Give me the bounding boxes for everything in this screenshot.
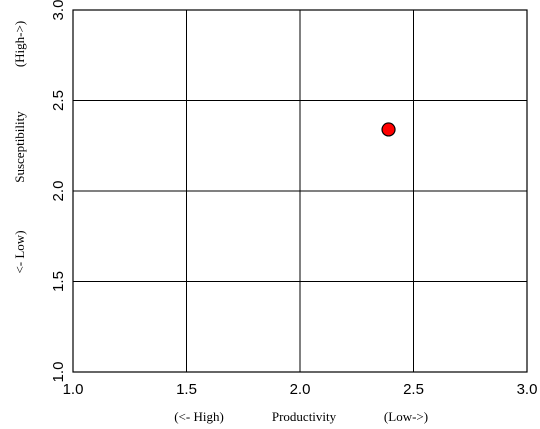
x-axis-label-high: (<- High) bbox=[174, 409, 224, 424]
x-tick-label: 2.0 bbox=[290, 381, 311, 398]
y-tick-labels: 1.0 1.5 2.0 2.5 3.0 bbox=[50, 0, 67, 382]
data-point bbox=[381, 122, 396, 137]
x-axis-label-low: (Low->) bbox=[384, 409, 428, 424]
x-tick-label: 2.5 bbox=[403, 381, 424, 398]
y-axis-label-low: <- Low) bbox=[12, 230, 27, 273]
grid-lines bbox=[72, 9, 528, 373]
y-axis-label-high: (High->) bbox=[12, 21, 27, 67]
x-tick-label: 1.0 bbox=[63, 381, 84, 398]
x-tick-label: 3.0 bbox=[517, 381, 538, 398]
y-tick-label: 1.0 bbox=[50, 362, 67, 383]
y-tick-label: 2.0 bbox=[50, 181, 67, 202]
y-tick-label: 3.0 bbox=[50, 0, 67, 20]
x-tick-labels: 1.0 1.5 2.0 2.5 3.0 bbox=[63, 381, 538, 398]
y-axis-label-susceptibility: Susceptibility bbox=[12, 111, 27, 183]
plot-frame bbox=[72, 9, 528, 373]
y-tick-label: 2.5 bbox=[50, 90, 67, 111]
x-tick-label: 1.5 bbox=[176, 381, 197, 398]
data-points bbox=[381, 122, 396, 137]
y-tick-label: 1.5 bbox=[50, 271, 67, 292]
x-axis-label-productivity: Productivity bbox=[272, 409, 337, 424]
